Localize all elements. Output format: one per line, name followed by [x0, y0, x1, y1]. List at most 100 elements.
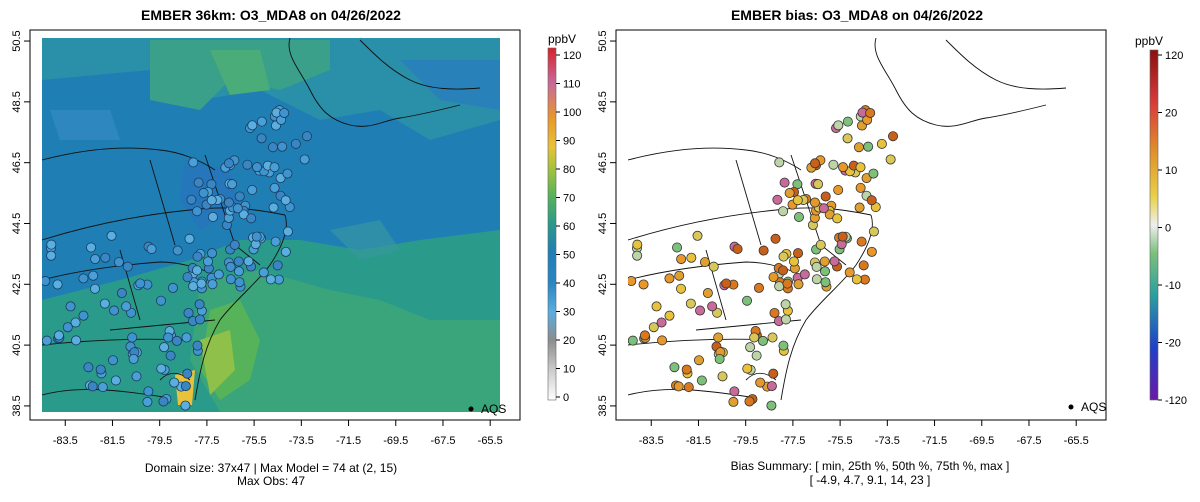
- site-marker: [693, 355, 704, 366]
- site-marker: [113, 257, 124, 268]
- site-marker: [265, 274, 276, 285]
- site-marker: [192, 206, 203, 217]
- colorbar-tick-label: 20: [563, 335, 575, 347]
- left-colorbar-unit: ppbV: [548, 32, 576, 46]
- site-marker: [272, 260, 283, 271]
- y-tick-label: 48.5: [11, 91, 23, 112]
- site-marker: [180, 381, 191, 392]
- site-marker: [707, 301, 718, 312]
- site-marker: [202, 256, 213, 267]
- site-marker: [699, 257, 710, 268]
- right-chart-title: EMBER bias: O3_MDA8 on 04/26/2022: [731, 7, 983, 23]
- site-marker: [769, 307, 780, 318]
- site-marker: [110, 375, 121, 386]
- site-marker: [744, 396, 755, 407]
- colorbar-tick-label: 20: [1165, 108, 1177, 120]
- site-marker: [232, 203, 243, 214]
- site-marker: [772, 194, 783, 205]
- site-marker: [109, 305, 120, 316]
- colorbar-tick-label: 80: [563, 164, 575, 176]
- colorbar-tick-label: 0: [1165, 223, 1171, 235]
- x-tick-label: -65.5: [478, 435, 503, 447]
- site-marker: [180, 400, 191, 411]
- left-colorbar: [547, 47, 557, 401]
- site-marker: [638, 279, 649, 290]
- site-marker: [275, 173, 286, 184]
- left-x-tick-labels: -83.5 -81.5 -79.5 -77.5 -75.5 -73.5 -71.5 -69.5…: [53, 420, 503, 447]
- site-marker: [247, 185, 258, 196]
- x-tick-label: -77.5: [194, 435, 219, 447]
- site-marker: [866, 246, 877, 257]
- site-marker: [669, 362, 680, 373]
- site-marker: [252, 162, 263, 173]
- site-marker: [696, 375, 707, 386]
- site-marker: [779, 177, 790, 188]
- site-marker: [695, 305, 706, 316]
- site-marker: [100, 252, 111, 263]
- site-marker: [793, 279, 804, 290]
- site-marker: [46, 239, 57, 250]
- site-marker: [279, 107, 290, 118]
- site-marker: [193, 177, 204, 188]
- site-marker: [198, 188, 209, 199]
- site-marker: [165, 350, 176, 361]
- colorbar-tick-label: 60: [563, 221, 575, 233]
- site-marker: [256, 116, 267, 127]
- site-marker: [207, 248, 218, 259]
- site-marker: [788, 256, 799, 267]
- site-marker: [799, 269, 810, 280]
- site-marker: [290, 138, 301, 149]
- colorbar-tick-label: 70: [563, 193, 575, 205]
- site-marker: [717, 371, 728, 382]
- site-marker: [639, 330, 650, 341]
- x-tick-label: -69.5: [383, 435, 408, 447]
- site-marker: [713, 332, 724, 343]
- site-marker: [778, 251, 789, 262]
- site-marker: [207, 211, 218, 222]
- site-marker: [86, 242, 97, 253]
- site-marker: [194, 314, 205, 325]
- site-marker: [692, 230, 703, 241]
- site-marker: [196, 278, 207, 289]
- right-legend-label: AQS: [1081, 400, 1106, 414]
- site-marker: [225, 261, 236, 272]
- site-marker: [143, 386, 154, 397]
- site-marker: [858, 260, 869, 271]
- x-tick-label: -83.5: [639, 435, 664, 447]
- site-marker: [70, 317, 81, 328]
- y-tick-label: 40.5: [11, 334, 23, 355]
- site-marker: [856, 236, 867, 247]
- y-tick-label: 50.5: [11, 30, 23, 51]
- site-marker: [778, 340, 789, 351]
- site-marker: [171, 335, 182, 346]
- right-map-boundaries: [628, 38, 1067, 401]
- site-marker: [820, 191, 831, 202]
- colorbar-tick-label: 110: [563, 79, 581, 91]
- site-marker: [182, 368, 193, 379]
- right-colorbar: [1149, 49, 1159, 401]
- site-marker: [128, 354, 139, 365]
- x-tick-label: -75.5: [242, 435, 267, 447]
- site-marker: [778, 206, 789, 217]
- site-marker: [97, 382, 108, 393]
- site-marker: [865, 107, 876, 118]
- y-tick-label: 46.5: [597, 152, 609, 173]
- site-marker: [683, 382, 694, 393]
- right-footer-line1: Bias Summary: [ min, 25th %, 50th %, 75t…: [731, 459, 1010, 473]
- colorbar-tick-label: -10: [1165, 280, 1181, 292]
- right-y-tick-labels: 38.5 40.5 42.5 44.5 46.5 48.5 50.5: [597, 30, 617, 417]
- site-marker: [793, 211, 804, 222]
- site-marker: [811, 274, 822, 285]
- site-marker: [246, 213, 257, 224]
- site-marker: [194, 299, 205, 310]
- site-marker: [258, 267, 269, 278]
- site-marker: [156, 295, 167, 306]
- site-marker: [828, 159, 839, 170]
- site-marker: [62, 322, 73, 333]
- site-marker: [851, 274, 862, 285]
- site-marker: [885, 154, 896, 165]
- site-marker: [42, 335, 52, 346]
- site-marker: [774, 281, 785, 292]
- y-tick-label: 44.5: [597, 213, 609, 234]
- site-marker: [855, 182, 866, 193]
